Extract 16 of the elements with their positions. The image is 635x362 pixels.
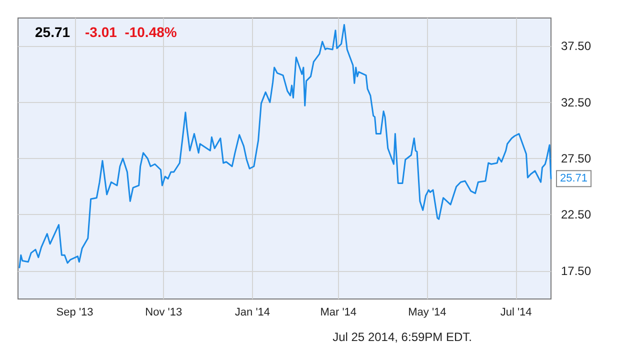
x-tick-label: Sep '13 [56,306,94,318]
y-tick-label: 27.50 [561,152,592,166]
x-tick-label: May '14 [408,306,446,318]
y-tick-label: 37.50 [561,39,592,54]
text: Jul 25 2014, 6:59PM EDT. [332,330,472,344]
x-tick-label: Nov '13 [145,306,182,318]
x-tick-label: Mar '14 [320,306,357,318]
x-tick-label: Jan '14 [234,306,270,318]
line-series [18,24,552,268]
chart-subtitle: -3.01 -10.48% [85,24,178,40]
chart-title: 25.71 [35,24,70,40]
y-tick-label: 22.50 [561,208,592,222]
data-label: 25.71 [560,172,588,185]
x-tick-label: Jul '14 [500,306,532,318]
y-tick-label: 32.50 [561,95,592,110]
y-tick-label: 17.50 [561,264,592,278]
